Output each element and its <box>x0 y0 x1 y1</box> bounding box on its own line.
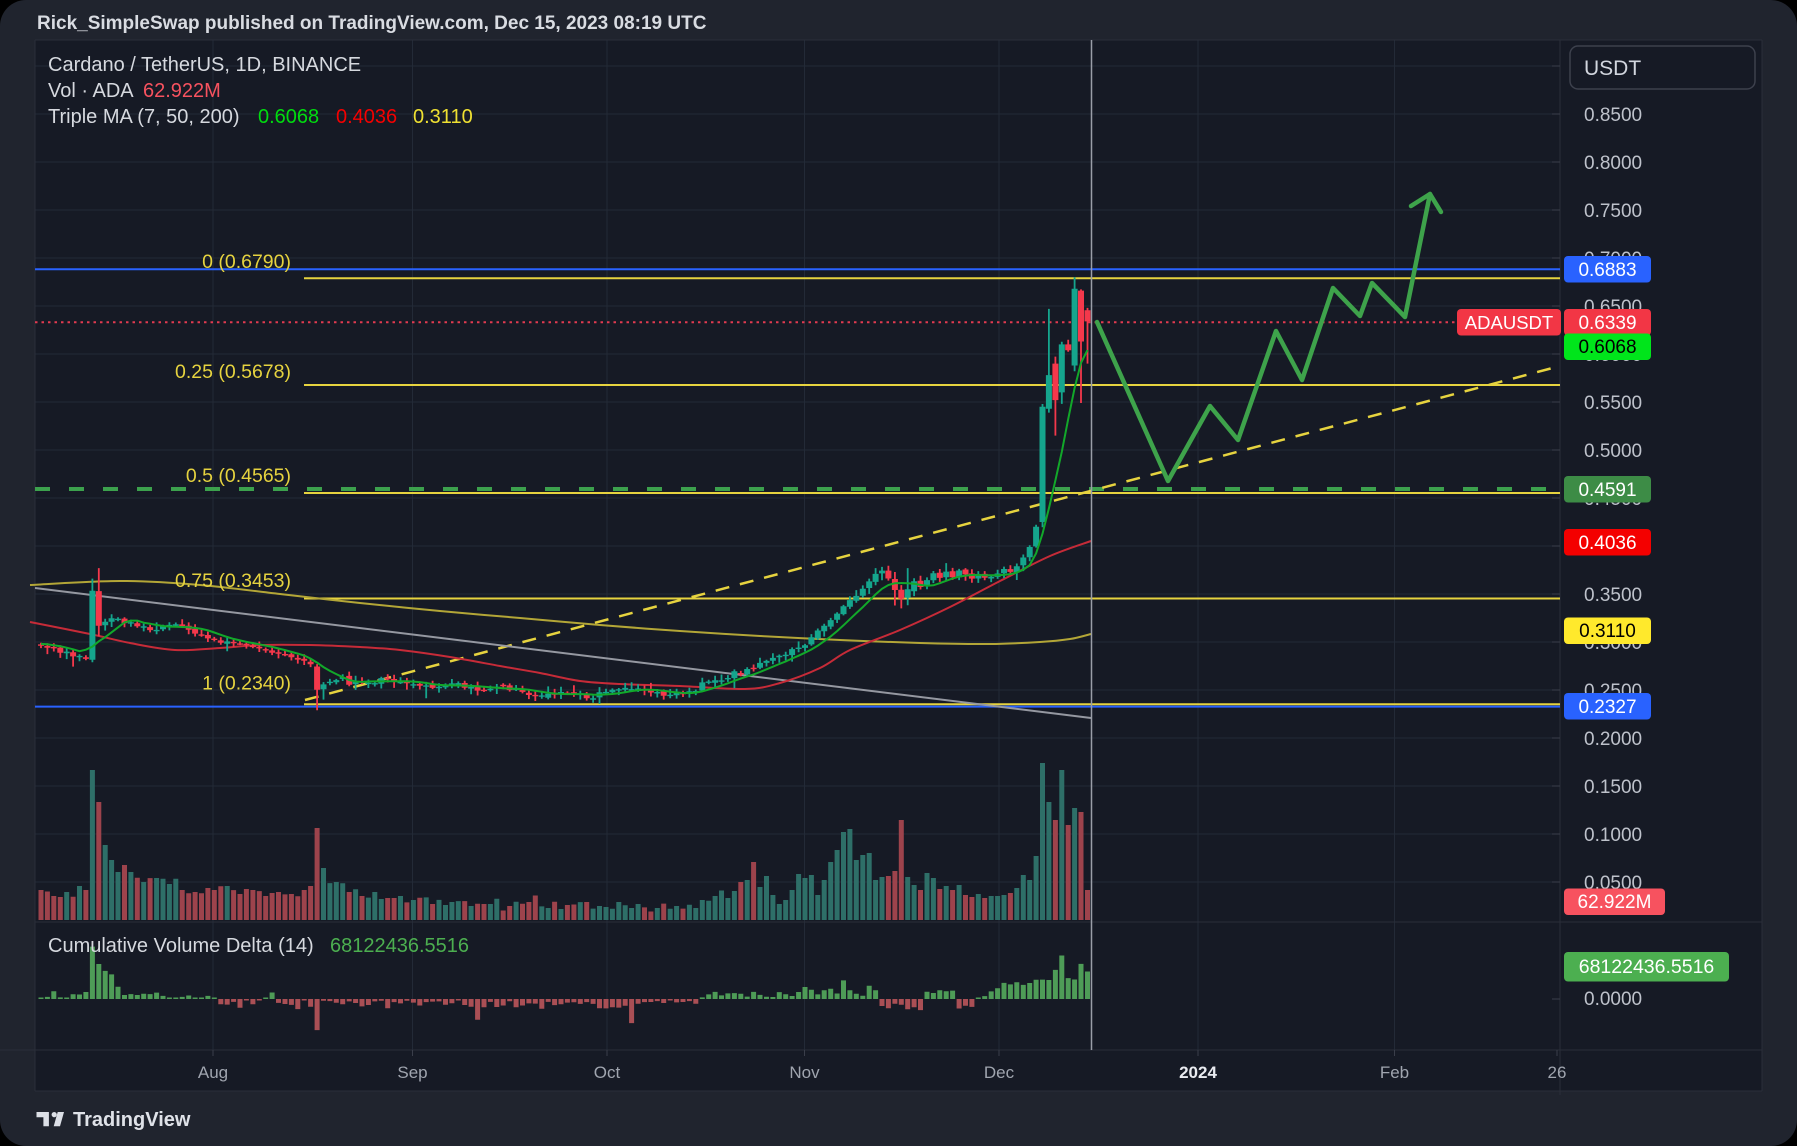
svg-text:0.5 (0.4565): 0.5 (0.4565) <box>186 465 291 487</box>
svg-text:0.1500: 0.1500 <box>1584 777 1642 798</box>
svg-text:0.6068: 0.6068 <box>258 106 319 128</box>
svg-text:0.8000: 0.8000 <box>1584 153 1642 174</box>
svg-text:62.922M: 62.922M <box>143 80 221 102</box>
svg-text:ADAUSDT: ADAUSDT <box>1465 312 1553 333</box>
svg-text:Triple MA (7, 50, 200): Triple MA (7, 50, 200) <box>48 106 240 128</box>
svg-text:USDT: USDT <box>1584 57 1641 80</box>
svg-text:0.2327: 0.2327 <box>1578 697 1636 718</box>
svg-text:0.3110: 0.3110 <box>413 106 473 128</box>
svg-text:Oct: Oct <box>594 1063 621 1082</box>
svg-text:0.2000: 0.2000 <box>1584 729 1642 750</box>
svg-text:0.8500: 0.8500 <box>1584 105 1642 126</box>
svg-text:Rick_SimpleSwap published on T: Rick_SimpleSwap published on TradingView… <box>37 13 707 34</box>
svg-text:Cumulative Volume Delta (14): Cumulative Volume Delta (14) <box>48 935 314 957</box>
svg-text:Aug: Aug <box>198 1063 228 1082</box>
svg-text:0.5500: 0.5500 <box>1584 393 1642 414</box>
svg-text:Feb: Feb <box>1380 1063 1409 1082</box>
svg-text:0.6339: 0.6339 <box>1578 313 1636 334</box>
svg-text:0.7500: 0.7500 <box>1584 201 1642 222</box>
svg-text:0.4036: 0.4036 <box>336 106 397 128</box>
svg-text:0.6883: 0.6883 <box>1578 260 1636 281</box>
svg-text:0.1000: 0.1000 <box>1584 825 1642 846</box>
svg-text:1 (0.2340): 1 (0.2340) <box>202 673 291 695</box>
svg-text:TradingView: TradingView <box>73 1109 191 1131</box>
svg-text:2024: 2024 <box>1179 1063 1217 1082</box>
svg-text:Vol · ADA: Vol · ADA <box>48 80 134 102</box>
svg-text:68122436.5516: 68122436.5516 <box>1579 956 1715 978</box>
svg-text:0.3500: 0.3500 <box>1584 585 1642 606</box>
svg-text:68122436.5516: 68122436.5516 <box>330 935 469 957</box>
svg-text:0.75 (0.3453): 0.75 (0.3453) <box>175 570 291 592</box>
svg-text:0.5000: 0.5000 <box>1584 441 1642 462</box>
svg-text:Cardano / TetherUS, 1D, BINANC: Cardano / TetherUS, 1D, BINANCE <box>48 54 361 76</box>
svg-text:0 (0.6790): 0 (0.6790) <box>202 251 291 273</box>
svg-text:26: 26 <box>1548 1063 1567 1082</box>
svg-text:Dec: Dec <box>984 1063 1015 1082</box>
svg-text:62.922M: 62.922M <box>1578 892 1652 913</box>
svg-text:Sep: Sep <box>397 1063 427 1082</box>
svg-text:0.4036: 0.4036 <box>1578 533 1636 554</box>
svg-text:0.0000: 0.0000 <box>1584 989 1642 1010</box>
svg-text:0.25 (0.5678): 0.25 (0.5678) <box>175 361 291 383</box>
svg-text:0.4591: 0.4591 <box>1578 480 1636 501</box>
svg-text:0.3110: 0.3110 <box>1579 621 1636 642</box>
svg-text:Nov: Nov <box>789 1063 820 1082</box>
svg-text:0.6068: 0.6068 <box>1578 337 1636 358</box>
